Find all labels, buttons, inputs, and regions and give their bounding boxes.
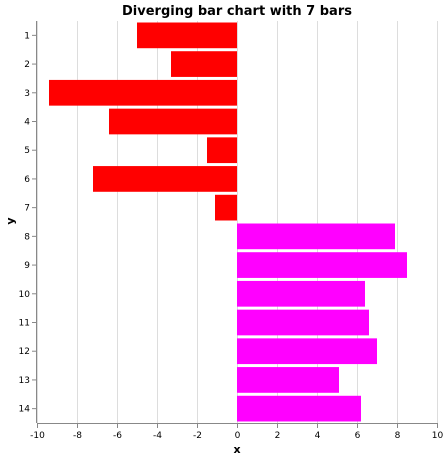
y-tick-label-13: 13 xyxy=(19,376,30,386)
bar-14 xyxy=(237,395,361,422)
y-tick-label-9: 9 xyxy=(24,261,30,271)
y-tick-label-4: 4 xyxy=(24,118,30,128)
bar-4 xyxy=(109,108,237,135)
x-tick-label-0: -10 xyxy=(30,431,45,441)
x-tick-label-8: 6 xyxy=(355,431,361,441)
x-axis-title: x xyxy=(233,443,240,456)
x-tick-label-9: 8 xyxy=(395,431,401,441)
y-tick-label-11: 11 xyxy=(19,319,30,329)
y-tick-label-1: 1 xyxy=(24,31,30,41)
y-tick-label-14: 14 xyxy=(19,405,31,415)
y-tick-label-7: 7 xyxy=(24,204,30,214)
y-tick-label-2: 2 xyxy=(24,60,30,70)
x-tick-label-3: -4 xyxy=(153,431,162,441)
bar-12 xyxy=(237,338,377,365)
bar-3 xyxy=(49,79,237,106)
bar-8 xyxy=(237,223,395,250)
y-tick-label-12: 12 xyxy=(19,347,30,357)
bar-6 xyxy=(93,166,237,192)
x-tick-label-5: 0 xyxy=(235,431,241,441)
x-tick-label-6: 2 xyxy=(275,431,281,441)
y-tick-label-10: 10 xyxy=(19,290,31,300)
y-axis-title: y xyxy=(4,217,17,224)
bars xyxy=(49,22,407,422)
y-tick-label-6: 6 xyxy=(24,175,30,185)
chart-title: Diverging bar chart with 7 bars xyxy=(122,4,352,19)
x-tick-label-2: -6 xyxy=(113,431,122,441)
y-tick-label-8: 8 xyxy=(24,232,30,242)
x-tick-label-10: 10 xyxy=(432,431,443,441)
bar-7 xyxy=(215,194,237,221)
bar-11 xyxy=(237,309,369,336)
y-tick-label-5: 5 xyxy=(24,146,30,156)
bar-10 xyxy=(237,280,365,307)
y-tick-label-3: 3 xyxy=(24,89,30,99)
bar-13 xyxy=(237,367,339,393)
x-tick-label-1: -8 xyxy=(73,431,82,441)
bar-5 xyxy=(207,137,237,164)
x-tick-label-4: -2 xyxy=(193,431,202,441)
bar-2 xyxy=(171,51,237,77)
bar-9 xyxy=(237,252,407,278)
bar-1 xyxy=(137,22,237,49)
x-tick-label-7: 4 xyxy=(315,431,321,441)
